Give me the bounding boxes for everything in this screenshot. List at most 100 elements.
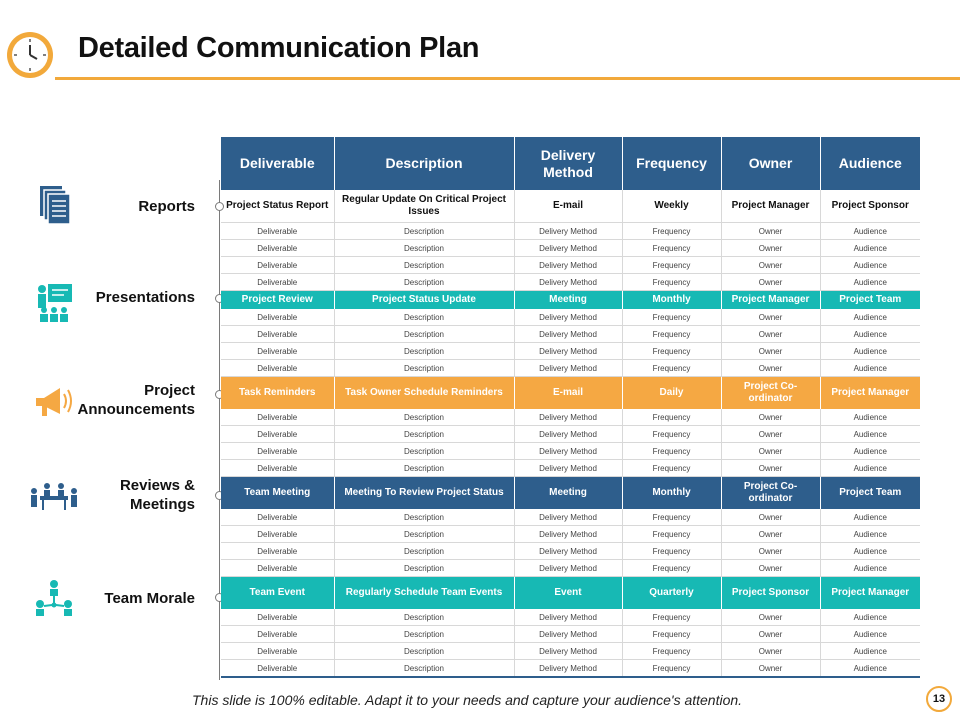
column-header: Description — [334, 137, 515, 190]
table-cell: Frequency — [622, 239, 722, 257]
table-cell: Team Meeting — [221, 476, 335, 509]
table-cell: Description — [334, 525, 515, 543]
documents-icon — [40, 186, 71, 225]
table-cell: Deliverable — [221, 609, 335, 626]
table-cell: Frequency — [622, 525, 722, 543]
table-cell: Project Manager — [721, 190, 821, 223]
table-cell: Frequency — [622, 442, 722, 460]
clock-icon — [7, 32, 53, 78]
column-header: Delivery Method — [514, 137, 623, 190]
table-cell: Description — [334, 309, 515, 326]
table-row: Deliverable Description Delivery Method Fre… — [221, 325, 920, 343]
table-cell: Frequency — [622, 642, 722, 660]
table-cell: Audience — [820, 559, 920, 577]
table-cell: Project Manager — [721, 290, 821, 309]
title-underline — [55, 77, 960, 80]
meeting-icon — [31, 483, 77, 510]
table-row: Deliverable Description Delivery Method Fre… — [221, 659, 920, 678]
table-cell: Description — [334, 425, 515, 443]
highlight-row: Team Event Regularly Schedule Team Events… — [221, 576, 920, 609]
table-cell: Frequency — [622, 459, 722, 477]
table-cell: Delivery Method — [514, 509, 623, 526]
table-cell: Deliverable — [221, 642, 335, 660]
timeline-line — [219, 180, 220, 680]
table-cell: Description — [334, 609, 515, 626]
table-cell: Deliverable — [221, 559, 335, 577]
column-header: Deliverable — [221, 137, 335, 190]
table-cell: Deliverable — [221, 325, 335, 343]
table-cell: Delivery Method — [514, 642, 623, 660]
table-cell: Description — [334, 222, 515, 240]
table-cell: Owner — [721, 359, 821, 377]
table-cell: Owner — [721, 239, 821, 257]
table-cell: Owner — [721, 559, 821, 577]
footer-note: This slide is 100% editable. Adapt it to… — [192, 692, 743, 708]
table-cell: Description — [334, 325, 515, 343]
category-project-announcements: Project Announcements — [77, 382, 195, 418]
table-row: Deliverable Description Delivery Method Fre… — [221, 222, 920, 240]
table-cell: Delivery Method — [514, 256, 623, 274]
table-cell: Regular Update On Critical Project Issue… — [334, 190, 515, 223]
table-cell: Delivery Method — [514, 425, 623, 443]
table-cell: Deliverable — [221, 509, 335, 526]
table-cell: Delivery Method — [514, 559, 623, 577]
table-cell: Deliverable — [221, 256, 335, 274]
table-cell: Frequency — [622, 409, 722, 426]
table-cell: Project Manager — [820, 576, 920, 609]
table-cell: Description — [334, 642, 515, 660]
table-cell: Delivery Method — [514, 359, 623, 377]
table-cell: Daily — [622, 376, 722, 409]
table-cell: Frequency — [622, 325, 722, 343]
category-presentations: Presentations — [95, 289, 195, 306]
table-cell: Frequency — [622, 309, 722, 326]
table-row: Deliverable Description Delivery Method Fre… — [221, 273, 920, 291]
table-cell: Deliverable — [221, 273, 335, 291]
table-cell: Frequency — [622, 659, 722, 678]
table-cell: Deliverable — [221, 309, 335, 326]
table-cell: Regularly Schedule Team Events — [334, 576, 515, 609]
table-cell: Delivery Method — [514, 325, 623, 343]
table-cell: Deliverable — [221, 525, 335, 543]
table-row: Deliverable Description Delivery Method Fre… — [221, 559, 920, 577]
table-cell: Delivery Method — [514, 409, 623, 426]
table-cell: Delivery Method — [514, 609, 623, 626]
table-cell: Audience — [820, 309, 920, 326]
table-cell: Delivery Method — [514, 659, 623, 678]
table-cell: Project Status Update — [334, 290, 515, 309]
table-cell: Audience — [820, 542, 920, 560]
table-cell: Deliverable — [221, 222, 335, 240]
table-cell: Frequency — [622, 509, 722, 526]
table-cell: Owner — [721, 642, 821, 660]
table-cell: Owner — [721, 309, 821, 326]
table-cell: Audience — [820, 625, 920, 643]
table-cell: Owner — [721, 222, 821, 240]
table-cell: Meeting — [514, 290, 623, 309]
table-cell: Meeting — [514, 476, 623, 509]
table-cell: Event — [514, 576, 623, 609]
table-cell: Audience — [820, 222, 920, 240]
category-reports: Reports — [138, 198, 195, 215]
table-row: Deliverable Description Delivery Method Fre… — [221, 625, 920, 643]
table-cell: Audience — [820, 442, 920, 460]
table-cell: Owner — [721, 325, 821, 343]
presentation-icon — [38, 284, 72, 322]
table-cell: Audience — [820, 409, 920, 426]
table-cell: Deliverable — [221, 409, 335, 426]
table-row: Deliverable Description Delivery Method Fre… — [221, 359, 920, 377]
table-cell: Delivery Method — [514, 525, 623, 543]
table-cell: Project Sponsor — [721, 576, 821, 609]
table-cell: Project Status Report — [221, 190, 335, 223]
highlight-row: Task Reminders Task Owner Schedule Remind… — [221, 376, 920, 409]
table-row: Deliverable Description Delivery Method Fre… — [221, 409, 920, 426]
table-cell: Delivery Method — [514, 239, 623, 257]
table-cell: Audience — [820, 342, 920, 360]
table-cell: Quarterly — [622, 576, 722, 609]
table-cell: Owner — [721, 442, 821, 460]
table-cell: Audience — [820, 239, 920, 257]
table-cell: Deliverable — [221, 425, 335, 443]
table-cell: Owner — [721, 256, 821, 274]
table-cell: Team Event — [221, 576, 335, 609]
table-cell: Project Team — [820, 476, 920, 509]
table-cell: Owner — [721, 625, 821, 643]
table-row: Deliverable Description Delivery Method Fre… — [221, 542, 920, 560]
